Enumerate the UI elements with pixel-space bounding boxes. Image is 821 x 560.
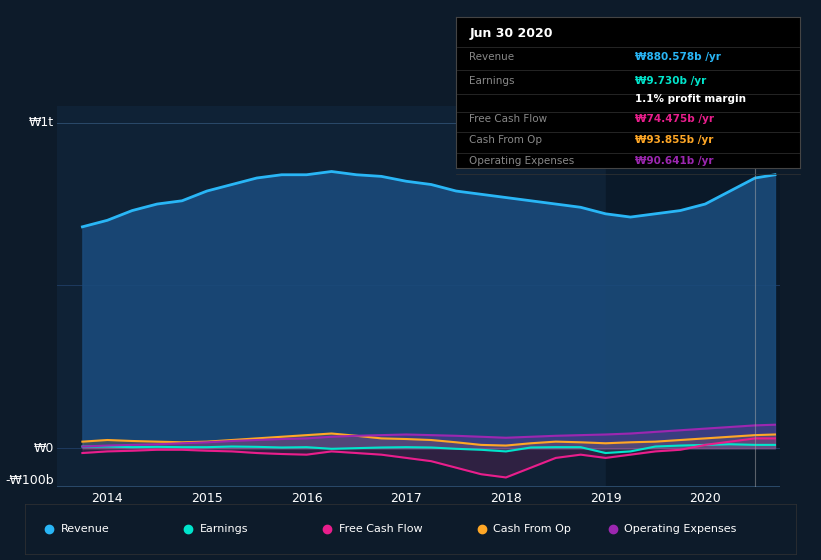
Text: Revenue: Revenue (61, 524, 110, 534)
Text: ₩0: ₩0 (34, 442, 54, 455)
Text: ₩9.730b /yr: ₩9.730b /yr (635, 76, 706, 86)
Text: Free Cash Flow: Free Cash Flow (470, 114, 548, 124)
Text: ₩90.641b /yr: ₩90.641b /yr (635, 156, 713, 166)
Text: ₩93.855b /yr: ₩93.855b /yr (635, 135, 713, 144)
Text: Jun 30 2020: Jun 30 2020 (470, 27, 553, 40)
Text: Earnings: Earnings (200, 524, 248, 534)
Text: Operating Expenses: Operating Expenses (470, 156, 575, 166)
Text: 1.1% profit margin: 1.1% profit margin (635, 94, 746, 104)
Bar (606, 106, 780, 487)
Text: -₩100b: -₩100b (5, 474, 54, 487)
Text: Cash From Op: Cash From Op (470, 135, 543, 144)
Text: Revenue: Revenue (470, 52, 515, 62)
Text: ₩1t: ₩1t (29, 116, 54, 129)
Text: Earnings: Earnings (470, 76, 515, 86)
Text: ₩74.475b /yr: ₩74.475b /yr (635, 114, 714, 124)
Text: ₩880.578b /yr: ₩880.578b /yr (635, 52, 721, 62)
Text: Free Cash Flow: Free Cash Flow (339, 524, 422, 534)
Text: Operating Expenses: Operating Expenses (624, 524, 736, 534)
Text: Cash From Op: Cash From Op (493, 524, 571, 534)
